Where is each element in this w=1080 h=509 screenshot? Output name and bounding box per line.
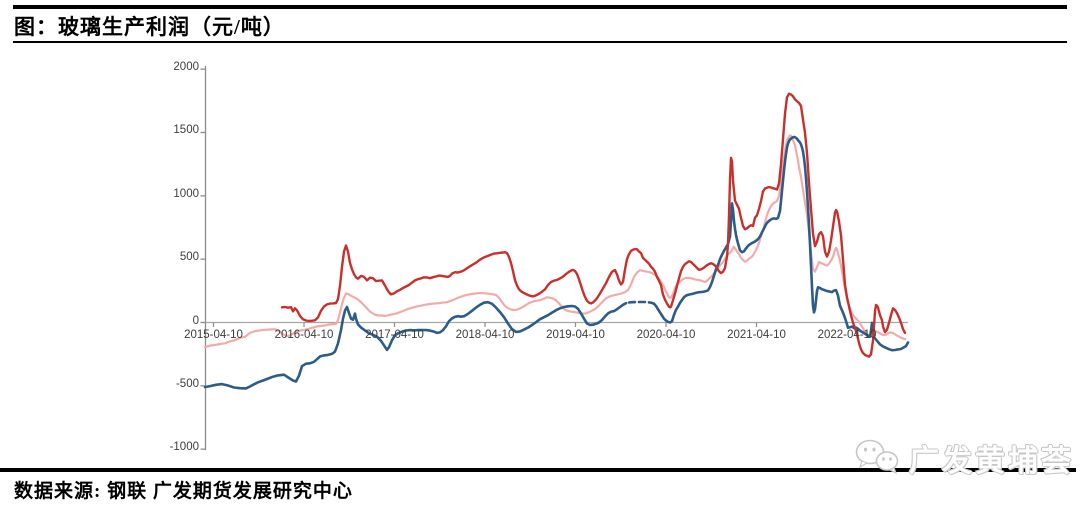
series-red-line xyxy=(280,92,907,358)
x-axis-tick-label: 2016-04-10 xyxy=(274,328,334,341)
footer-rule xyxy=(0,468,1076,472)
x-axis-tick-label: 2017-04-10 xyxy=(365,328,424,341)
x-axis-tick-label: 2022-04-10 xyxy=(817,328,877,341)
chart-title: 图：玻璃生产利润（元/吨） xyxy=(14,15,285,39)
x-axis-tick-label: 2020-04-10 xyxy=(636,328,696,341)
y-axis-tick-label: -500 xyxy=(175,377,199,390)
y-axis-tick-label: 1000 xyxy=(173,187,199,200)
x-axis-tick-label: 2015-04-10 xyxy=(184,328,243,341)
series-pink-line xyxy=(203,134,907,349)
x-axis-tick-label: 2018-04-10 xyxy=(455,328,515,341)
header-rule-thick xyxy=(13,5,1067,9)
y-axis-tick-label: -1000 xyxy=(169,441,199,454)
series-blue-line xyxy=(203,300,628,390)
wechat-bubbles-icon xyxy=(855,438,901,479)
x-axis-tick-label: 2019-04-10 xyxy=(546,328,605,341)
watermark: 广发黄埔荟 xyxy=(855,438,1074,479)
y-axis-tick-label: 0 xyxy=(192,314,199,327)
y-axis-tick-label: 2000 xyxy=(173,61,199,74)
x-axis-tick-label: 2021-04-10 xyxy=(727,328,786,341)
series-blue-line xyxy=(627,300,656,306)
header-rule-thin xyxy=(13,41,1067,43)
y-axis-tick-label: 500 xyxy=(179,251,199,264)
data-source-note: 数据来源: 钢联 广发期货发展研究中心 xyxy=(14,481,353,502)
watermark-text: 广发黄埔荟 xyxy=(909,445,1074,478)
y-axis-tick-label: 1500 xyxy=(173,124,199,137)
